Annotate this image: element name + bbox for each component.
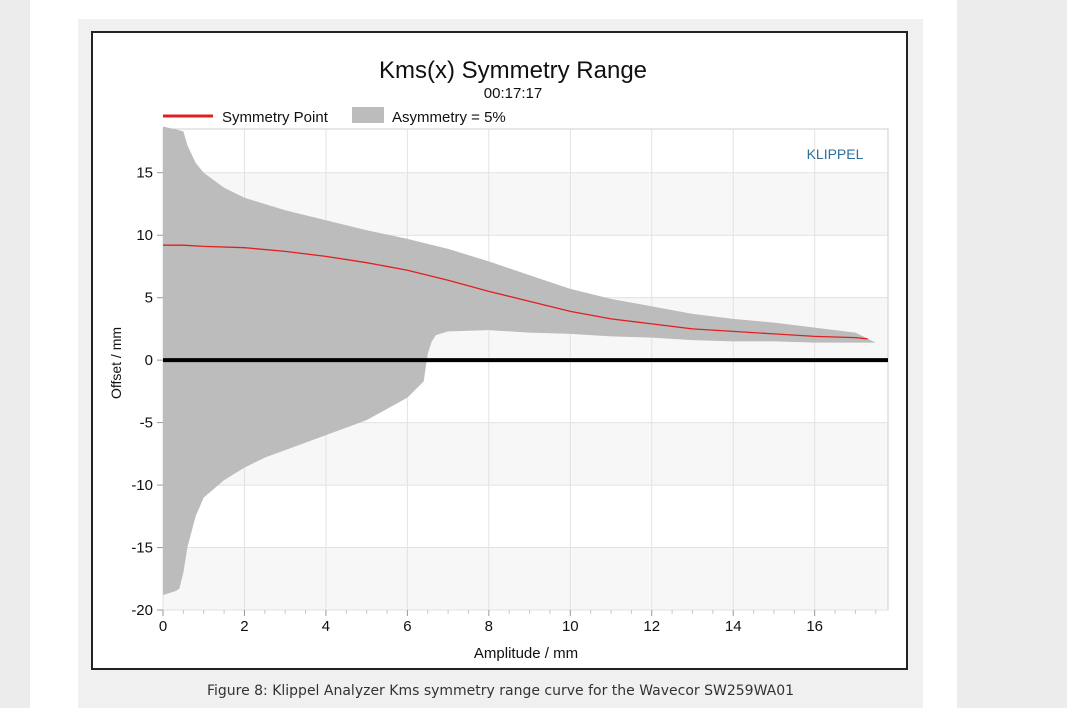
x-axis-label: Amplitude / mm <box>474 645 578 662</box>
x-tick-label: 8 <box>485 618 493 635</box>
legend-asymmetry-label: Asymmetry = 5% <box>392 109 506 126</box>
symmetry-point-line <box>163 244 868 340</box>
x-tick-label: 6 <box>403 618 411 635</box>
y-tick-label: 10 <box>136 227 153 244</box>
x-tick-label: 16 <box>806 618 823 635</box>
y-tick-label: 5 <box>145 290 153 307</box>
y-axis-label: Offset / mm <box>108 327 124 399</box>
x-tick-label: 0 <box>159 618 167 635</box>
chart-svg: 0 2 4 6 8 10 12 14 16 15 10 5 0 -5 -10 -15 -20 Kms(x) Sy… <box>108 57 889 662</box>
background-stripe <box>163 547 888 610</box>
y-tick-label: 15 <box>136 165 153 182</box>
figure-caption: Figure 8: Klippel Analyzer Kms symmetry … <box>206 683 795 699</box>
chart-title: Kms(x) Symmetry Range <box>379 57 647 84</box>
x-tick-label: 14 <box>725 618 742 635</box>
legend-symmetry-label: Symmetry Point <box>222 109 329 126</box>
legend-asymmetry-swatch <box>352 107 384 123</box>
x-tick-label: 12 <box>643 618 660 635</box>
y-tick-label: 0 <box>145 352 153 369</box>
document-page: 0 2 4 6 8 10 12 14 16 15 10 5 0 -5 -10 -15 -20 Kms(x) Sy… <box>30 0 957 708</box>
figure-container: 0 2 4 6 8 10 12 14 16 15 10 5 0 -5 -10 -15 -20 Kms(x) Sy… <box>78 19 923 708</box>
y-tick-label: -10 <box>131 477 153 494</box>
y-tick-label: -15 <box>131 540 153 557</box>
x-tick-label: 10 <box>562 618 579 635</box>
x-tick-label: 2 <box>240 618 248 635</box>
y-tick-label: -5 <box>140 415 153 432</box>
y-tick-label: -20 <box>131 602 153 619</box>
x-tick-label: 4 <box>322 618 330 635</box>
asymmetry-band <box>163 126 876 595</box>
chart-frame: 0 2 4 6 8 10 12 14 16 15 10 5 0 -5 -10 -15 -20 Kms(x) Sy… <box>91 31 908 670</box>
chart-subtitle: 00:17:17 <box>484 85 542 102</box>
watermark-logo: KLIPPEL <box>807 146 864 162</box>
